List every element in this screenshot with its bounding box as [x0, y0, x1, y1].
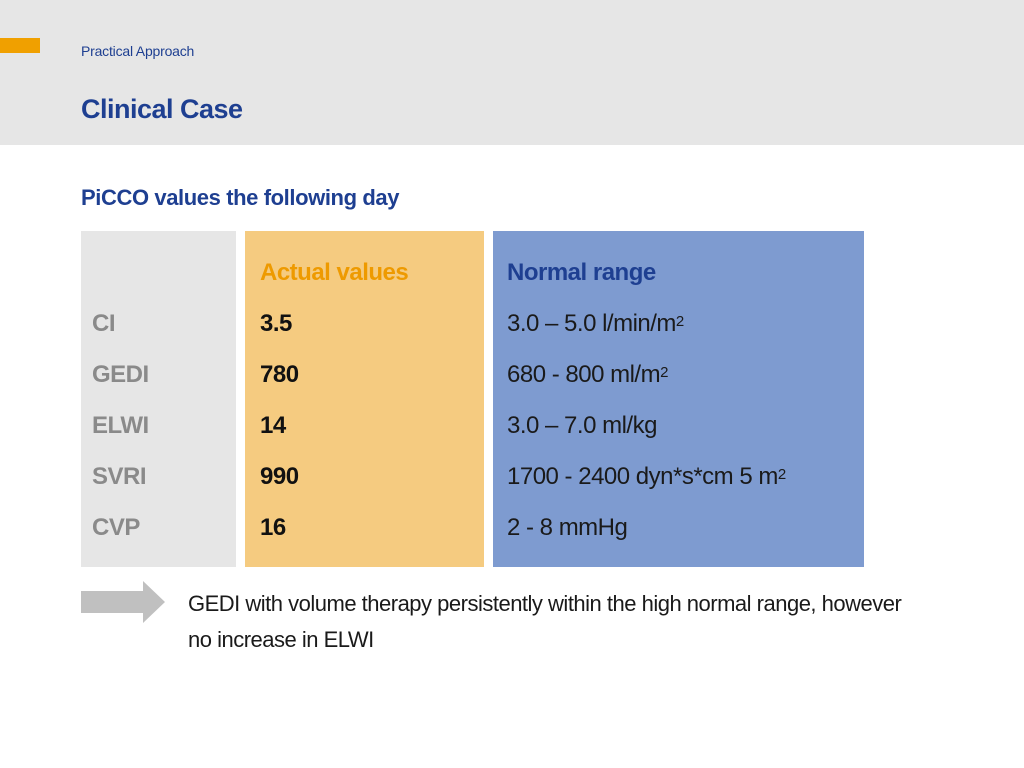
accent-bar: [0, 38, 40, 53]
section-title: PiCCO values the following day: [81, 185, 400, 210]
normal-range-gedi-sup: 2: [660, 364, 668, 381]
normal-range-ci-sup: 2: [675, 313, 684, 330]
label-column: CI GEDI ELWI SVRI CVP: [81, 231, 236, 567]
normal-range-ci-text: 3.0 – 5.0 l/min/m: [507, 310, 676, 337]
normal-range-elwi-text: 3.0 – 7.0 ml/kg: [507, 412, 657, 439]
actual-value-gedi: 780: [260, 361, 299, 388]
normal-range-svri-text: 1700 - 2400 dyn*s*cm 5 m: [507, 463, 778, 490]
actual-value-ci: 3.5: [260, 310, 292, 337]
actual-values-column: Actual values 3.5 780 14 990 16: [245, 231, 484, 567]
normal-range-ci: 3.0 – 5.0 l/min/m2: [507, 310, 684, 338]
arrow-right-icon: [81, 581, 165, 623]
breadcrumb: Practical Approach: [81, 43, 195, 59]
row-label-ci: CI: [92, 310, 116, 337]
normal-range-header: Normal range: [507, 259, 656, 286]
row-label-elwi: ELWI: [92, 412, 149, 439]
normal-range-svri: 1700 - 2400 dyn*s*cm 5 m2: [507, 463, 786, 491]
normal-range-cvp-text: 2 - 8 mmHg: [507, 514, 628, 541]
slide-header: Practical Approach Clinical Case: [0, 0, 1024, 145]
normal-range-gedi: 680 - 800 ml/m2: [507, 361, 668, 389]
actual-values-header: Actual values: [260, 259, 409, 286]
row-label-svri: SVRI: [92, 463, 147, 490]
page-title: Clinical Case: [81, 94, 243, 124]
normal-range-column: Normal range 3.0 – 5.0 l/min/m2 680 - 80…: [493, 231, 864, 567]
actual-value-svri: 990: [260, 463, 299, 490]
actual-value-cvp: 16: [260, 514, 286, 541]
normal-range-cvp: 2 - 8 mmHg: [507, 514, 628, 542]
normal-range-svri-sup: 2: [777, 466, 786, 483]
normal-range-elwi: 3.0 – 7.0 ml/kg: [507, 412, 657, 440]
row-label-cvp: CVP: [92, 514, 140, 541]
conclusion-note: GEDI with volume therapy persistently wi…: [188, 591, 902, 652]
row-label-gedi: GEDI: [92, 361, 149, 388]
normal-range-gedi-text: 680 - 800 ml/m: [507, 361, 661, 388]
actual-value-elwi: 14: [260, 412, 286, 439]
